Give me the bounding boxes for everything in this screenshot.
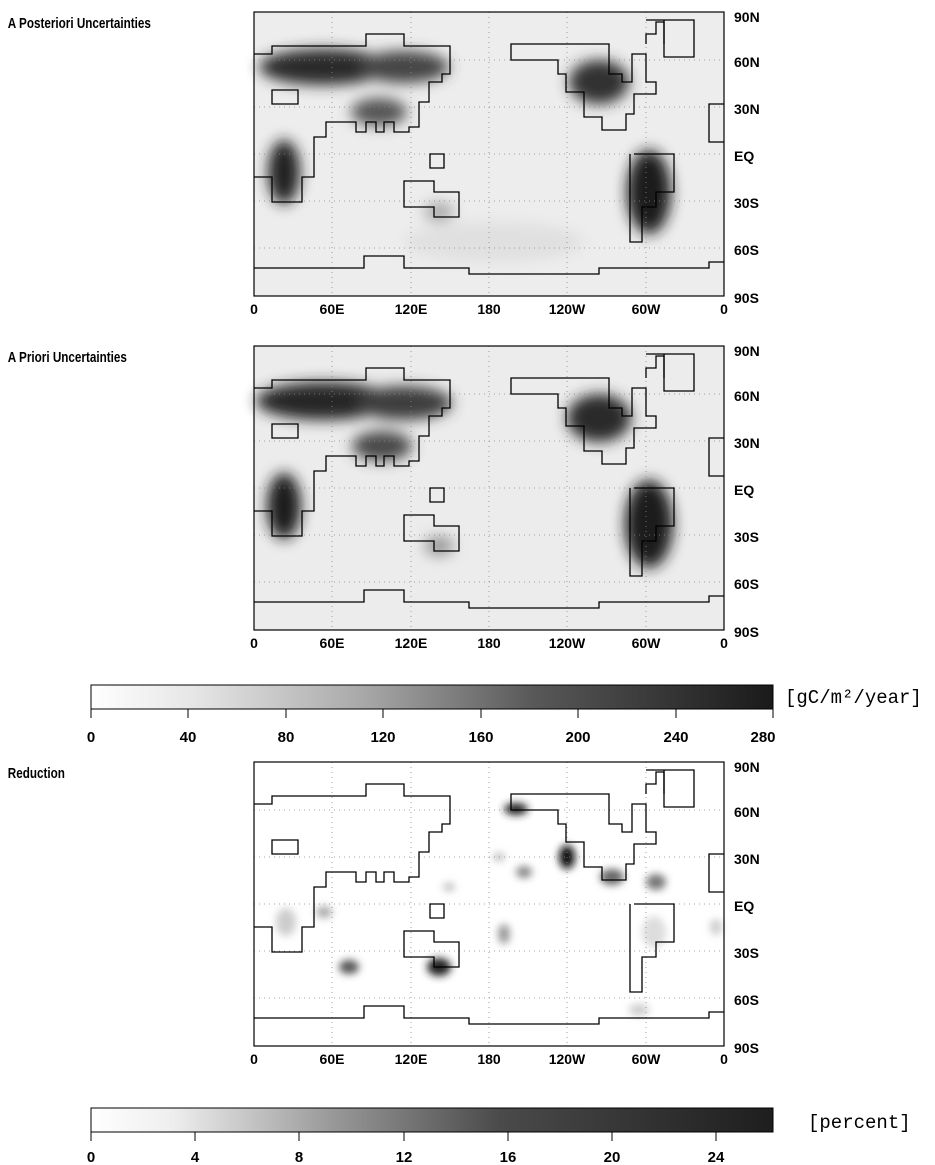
lat-tick-label: 90N <box>734 343 760 359</box>
lat-tick-label: 30N <box>734 101 760 117</box>
coastlines <box>254 353 724 609</box>
lat-labels-reduction: 90N 60N 30N EQ 30S 60S 90S <box>734 759 760 1056</box>
colorbar-reduction: 0 4 8 12 16 20 24 [percent] <box>87 1107 911 1165</box>
lon-labels-posteriori: 0 60E 120E 180 120W 60W 0 <box>250 301 728 317</box>
colorbar-tick-label: 4 <box>191 1149 200 1165</box>
lat-tick-label: EQ <box>734 482 754 498</box>
colorbar-tick-label: 20 <box>604 1149 621 1165</box>
lat-tick-label: 60S <box>734 576 759 592</box>
lon-tick-label: 0 <box>250 301 258 317</box>
lat-labels-priori: 90N 60N 30N EQ 30S 60S 90S <box>734 343 760 640</box>
panel-posteriori: A Posteriori Uncertainties <box>8 9 760 317</box>
colorbar-tick-label: 40 <box>180 729 197 746</box>
lon-tick-label: 0 <box>720 1051 728 1067</box>
lat-tick-label: 90S <box>734 1040 759 1056</box>
uncertainty-field <box>256 382 673 568</box>
lat-tick-label: EQ <box>734 148 754 164</box>
reduction-field <box>276 803 722 1016</box>
lat-tick-label: 30N <box>734 435 760 451</box>
panel-priori: A Priori Uncertainties <box>8 343 760 651</box>
uncertainty-field <box>259 49 671 262</box>
lon-tick-label: 60W <box>632 1051 662 1067</box>
lon-tick-label: 60E <box>320 635 345 651</box>
lat-tick-label: 30S <box>734 195 759 211</box>
coastlines <box>254 769 724 1025</box>
coastlines <box>254 19 724 275</box>
lon-tick-label: 60W <box>632 635 662 651</box>
colorbar-tick-label: 0 <box>87 1149 95 1165</box>
colorbar-gradient <box>90 684 774 710</box>
map-reduction <box>253 761 725 1047</box>
lat-tick-label: 30S <box>734 529 759 545</box>
colorbar-tick-label: 120 <box>370 729 395 746</box>
lat-tick-label: 90S <box>734 290 759 306</box>
colorbar-tick-label: 24 <box>708 1149 725 1165</box>
lat-tick-label: 60S <box>734 242 759 258</box>
lat-tick-label: 60N <box>734 388 760 404</box>
colorbar-tick-label: 8 <box>295 1149 303 1165</box>
lon-tick-label: 180 <box>477 1051 501 1067</box>
lon-labels-reduction: 0 60E 120E 180 120W 60W 0 <box>250 1051 728 1067</box>
lat-tick-label: 90N <box>734 759 760 775</box>
lat-tick-label: 60N <box>734 54 760 70</box>
colorbar-unit: [gC/m²/year] <box>785 687 922 709</box>
panel-title-priori: A Priori Uncertainties <box>8 349 127 366</box>
lat-tick-label: 90S <box>734 624 759 640</box>
lat-labels-posteriori: 90N 60N 30N EQ 30S 60S 90S <box>734 9 760 306</box>
colorbar-tick-label: 240 <box>663 729 688 746</box>
panel-title-posteriori: A Posteriori Uncertainties <box>8 15 151 32</box>
lat-tick-label: 90N <box>734 9 760 25</box>
lon-tick-label: 120W <box>549 301 586 317</box>
lon-tick-label: 0 <box>250 1051 258 1067</box>
lon-tick-label: 120W <box>549 635 586 651</box>
lon-tick-label: 0 <box>250 635 258 651</box>
lon-tick-label: 60W <box>632 301 662 317</box>
lat-tick-label: 30S <box>734 945 759 961</box>
lon-tick-label: 120E <box>395 1051 428 1067</box>
panel-title-reduction: Reduction <box>8 765 65 782</box>
lon-tick-label: 0 <box>720 635 728 651</box>
lon-tick-label: 120W <box>549 1051 586 1067</box>
lon-tick-label: 180 <box>477 301 501 317</box>
lon-labels-priori: 0 60E 120E 180 120W 60W 0 <box>250 635 728 651</box>
lat-tick-label: EQ <box>734 898 754 914</box>
lon-tick-label: 180 <box>477 635 501 651</box>
colorbar-tick-label: 0 <box>87 729 95 746</box>
lon-tick-label: 120E <box>395 635 428 651</box>
map-posteriori <box>253 11 725 297</box>
lat-tick-label: 60S <box>734 992 759 1008</box>
lon-tick-label: 0 <box>720 301 728 317</box>
lon-tick-label: 60E <box>320 301 345 317</box>
colorbar-unit: [percent] <box>808 1112 911 1134</box>
colorbar-gradient <box>90 1107 774 1133</box>
colorbar-tick-label: 160 <box>468 729 493 746</box>
colorbar-tick-label: 280 <box>750 729 775 746</box>
colorbar-tick-label: 200 <box>565 729 590 746</box>
map-priori <box>253 345 725 631</box>
lat-tick-label: 30N <box>734 851 760 867</box>
colorbar-tick-label: 80 <box>278 729 295 746</box>
colorbar-tick-label: 16 <box>500 1149 517 1165</box>
panel-reduction: Reduction <box>8 759 760 1067</box>
colorbar-uncertainty: 0 40 80 120 160 200 240 280 [gC/m²/year] <box>87 684 922 746</box>
colorbar-tick-label: 12 <box>396 1149 413 1165</box>
lon-tick-label: 120E <box>395 301 428 317</box>
lat-tick-label: 60N <box>734 804 760 820</box>
lon-tick-label: 60E <box>320 1051 345 1067</box>
